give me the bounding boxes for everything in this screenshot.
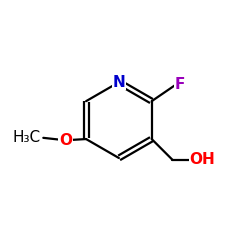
Text: F: F — [175, 76, 186, 92]
Text: N: N — [112, 75, 125, 90]
Text: O: O — [59, 133, 72, 148]
Text: OH: OH — [190, 152, 216, 167]
Text: H₃C: H₃C — [13, 130, 41, 145]
Text: H: H — [28, 131, 38, 144]
